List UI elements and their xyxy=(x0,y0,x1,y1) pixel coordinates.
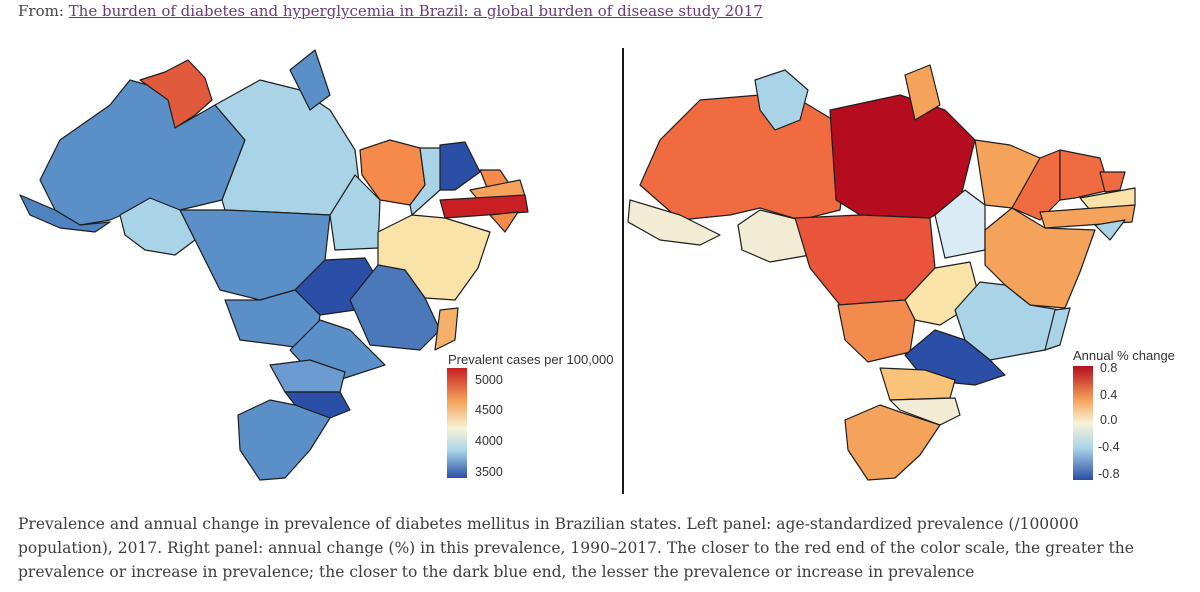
state-rondonia xyxy=(119,197,196,256)
source-prefix: From: xyxy=(18,2,64,20)
right-legend-tick: -0.4 xyxy=(1098,440,1120,454)
state-amapa xyxy=(289,49,331,111)
figure-caption: Prevalence and annual change in prevalen… xyxy=(18,515,1134,581)
source-line: From: The burden of diabetes and hypergl… xyxy=(18,2,763,20)
state-ceara xyxy=(1059,149,1111,201)
state-goias xyxy=(349,264,441,351)
left-legend-tick: 5000 xyxy=(475,373,503,387)
state-amazonas xyxy=(639,94,851,221)
state-amapa xyxy=(904,64,941,121)
state-rio-grande-sul xyxy=(237,399,331,481)
state-tocantins xyxy=(329,174,381,251)
right-legend-title: Annual % change xyxy=(1073,348,1175,363)
state-parana xyxy=(269,359,346,393)
right-legend-tick: 0.8 xyxy=(1100,361,1118,375)
right-legend-tick: 0.4 xyxy=(1100,388,1118,402)
right-legend-tick: -0.8 xyxy=(1098,467,1120,481)
state-acre xyxy=(19,194,111,233)
left-legend-title: Prevalent cases per 100,000 xyxy=(448,352,614,367)
left-map xyxy=(19,49,529,481)
left-legend-tick: 4000 xyxy=(475,434,503,448)
article-link[interactable]: The burden of diabetes and hyperglycemia… xyxy=(68,2,763,20)
state-piaui xyxy=(1011,149,1061,221)
state-santa-catarina xyxy=(889,397,961,426)
state-santa-catarina xyxy=(284,391,351,419)
maps-figure xyxy=(19,48,1136,494)
state-espirito-santo xyxy=(434,307,459,351)
state-parana xyxy=(879,367,956,401)
left-legend-tick: 4500 xyxy=(475,403,503,417)
state-rio-grande-norte xyxy=(1099,171,1126,193)
right-map xyxy=(627,64,1136,481)
state-bahia xyxy=(984,207,1096,309)
state-alagoas xyxy=(489,211,519,233)
left-legend-bar xyxy=(447,368,467,478)
state-roraima xyxy=(754,69,809,131)
state-minas-gerais xyxy=(837,299,916,363)
state-rio-grande-sul xyxy=(844,404,941,481)
right-legend-tick: 0.0 xyxy=(1100,413,1118,427)
state-ceara xyxy=(439,141,481,191)
state-alagoas xyxy=(1094,219,1126,241)
right-legend-bar xyxy=(1073,366,1093,480)
state-tocantins xyxy=(934,189,986,259)
left-legend-tick: 3500 xyxy=(475,465,503,479)
state-acre xyxy=(627,199,721,246)
state-espirito-santo xyxy=(1044,307,1071,351)
state-roraima xyxy=(139,59,213,129)
state-pernambuco xyxy=(439,194,529,219)
